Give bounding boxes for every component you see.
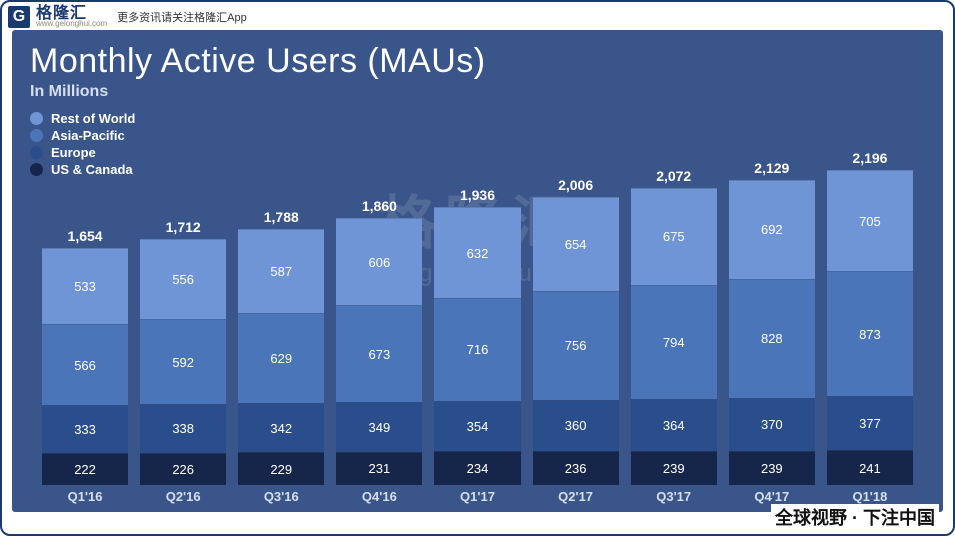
x-axis-label: Q4'16 <box>336 489 422 504</box>
bar-total-label: 1,712 <box>166 219 201 235</box>
bar-stack: 239370828692 <box>729 180 815 485</box>
bar-segment-eu: 360 <box>533 400 619 452</box>
logo-mark: G <box>8 6 30 28</box>
bar-total-label: 2,072 <box>656 168 691 184</box>
x-axis-label: Q2'17 <box>533 489 619 504</box>
bar-segment-ap: 566 <box>42 324 128 405</box>
bar-segment-usc: 236 <box>533 451 619 485</box>
bar-stack: 229342629587 <box>238 229 324 485</box>
bar-segment-eu: 364 <box>631 399 717 451</box>
x-axis-label: Q1'16 <box>42 489 128 504</box>
x-axis-label: Q3'17 <box>631 489 717 504</box>
bar-segment-eu: 377 <box>827 396 913 450</box>
bar-total-label: 2,006 <box>558 177 593 193</box>
bar-segment-row: 587 <box>238 229 324 313</box>
bar-segment-usc: 222 <box>42 453 128 485</box>
bar-segment-ap: 828 <box>729 279 815 398</box>
bar-segment-usc: 226 <box>140 453 226 485</box>
x-axis-label: Q3'16 <box>238 489 324 504</box>
bar-segment-usc: 239 <box>729 451 815 485</box>
bar-stack: 222333566533 <box>42 248 128 485</box>
bar-segment-row: 654 <box>533 197 619 291</box>
bar-total-label: 1,654 <box>68 228 103 244</box>
bar-segment-ap: 673 <box>336 305 422 402</box>
bar-group: 2,196 241377873705 <box>827 150 913 485</box>
bar-stack: 239364794675 <box>631 188 717 485</box>
top-note: 更多资讯请关注格隆汇App <box>117 9 247 25</box>
logo-block: 格隆汇 www.gelonghui.com <box>36 6 107 28</box>
bar-total-label: 1,788 <box>264 209 299 225</box>
bar-segment-eu: 354 <box>434 401 520 452</box>
bar-segment-row: 692 <box>729 180 815 279</box>
bar-stack: 234354716632 <box>434 207 520 485</box>
bar-segment-eu: 349 <box>336 402 422 452</box>
bar-segment-usc: 229 <box>238 452 324 485</box>
chart-x-axis: Q1'16 Q2'16 Q3'16 Q4'16 Q1'17 Q2'17 Q3'17 Q4'17… <box>30 485 925 504</box>
x-axis-label: Q4'17 <box>729 489 815 504</box>
chart-panel: Monthly Active Users (MAUs) In Millions … <box>12 30 943 512</box>
bar-segment-ap: 629 <box>238 313 324 403</box>
bar-group: 1,936 234354716632 <box>434 187 520 485</box>
bar-group: 1,788 229342629587 <box>238 209 324 485</box>
bar-group: 2,072 239364794675 <box>631 168 717 485</box>
bar-stack: 231349673606 <box>336 218 422 485</box>
outer-frame: G 格隆汇 www.gelonghui.com 更多资讯请关注格隆汇App Mo… <box>0 0 955 536</box>
footer-tag: 全球视野 · 下注中国 <box>771 504 939 530</box>
bar-stack: 226338592556 <box>140 239 226 485</box>
bar-segment-usc: 241 <box>827 450 913 485</box>
bar-total-label: 1,936 <box>460 187 495 203</box>
bar-stack: 241377873705 <box>827 170 913 485</box>
x-axis-label: Q1'17 <box>434 489 520 504</box>
bar-segment-row: 533 <box>42 248 128 324</box>
chart-title: Monthly Active Users (MAUs) <box>30 42 925 81</box>
bar-group: 1,860 231349673606 <box>336 198 422 485</box>
bar-segment-ap: 794 <box>631 285 717 399</box>
bar-segment-eu: 338 <box>140 404 226 452</box>
bar-group: 1,654 222333566533 <box>42 228 128 485</box>
bar-segment-eu: 333 <box>42 405 128 453</box>
x-axis-label: Q2'16 <box>140 489 226 504</box>
bar-segment-usc: 234 <box>434 451 520 485</box>
logo-subtext: www.gelonghui.com <box>36 20 107 28</box>
chart-plot-area: 1,654 222333566533 1,712 226338592556 1,788 2… <box>30 117 925 485</box>
bar-segment-ap: 873 <box>827 271 913 396</box>
bar-total-label: 1,860 <box>362 198 397 214</box>
bar-segment-row: 675 <box>631 188 717 285</box>
bar-total-label: 2,196 <box>852 150 887 166</box>
bar-group: 2,006 236360756654 <box>533 177 619 485</box>
bar-group: 2,129 239370828692 <box>729 160 815 485</box>
bar-group: 1,712 226338592556 <box>140 219 226 485</box>
bar-segment-ap: 756 <box>533 291 619 399</box>
bar-segment-eu: 370 <box>729 398 815 451</box>
x-axis-label: Q1'18 <box>827 489 913 504</box>
chart-subtitle: In Millions <box>30 83 925 101</box>
top-bar: G 格隆汇 www.gelonghui.com 更多资讯请关注格隆汇App <box>8 4 947 30</box>
bar-segment-eu: 342 <box>238 403 324 452</box>
bar-segment-row: 632 <box>434 207 520 298</box>
bar-segment-usc: 231 <box>336 452 422 485</box>
bar-total-label: 2,129 <box>754 160 789 176</box>
bar-stack: 236360756654 <box>533 197 619 485</box>
bar-segment-ap: 592 <box>140 319 226 404</box>
bar-segment-usc: 239 <box>631 451 717 485</box>
bar-segment-row: 606 <box>336 218 422 305</box>
bar-segment-row: 705 <box>827 170 913 271</box>
bar-segment-ap: 716 <box>434 298 520 401</box>
bar-segment-row: 556 <box>140 239 226 319</box>
